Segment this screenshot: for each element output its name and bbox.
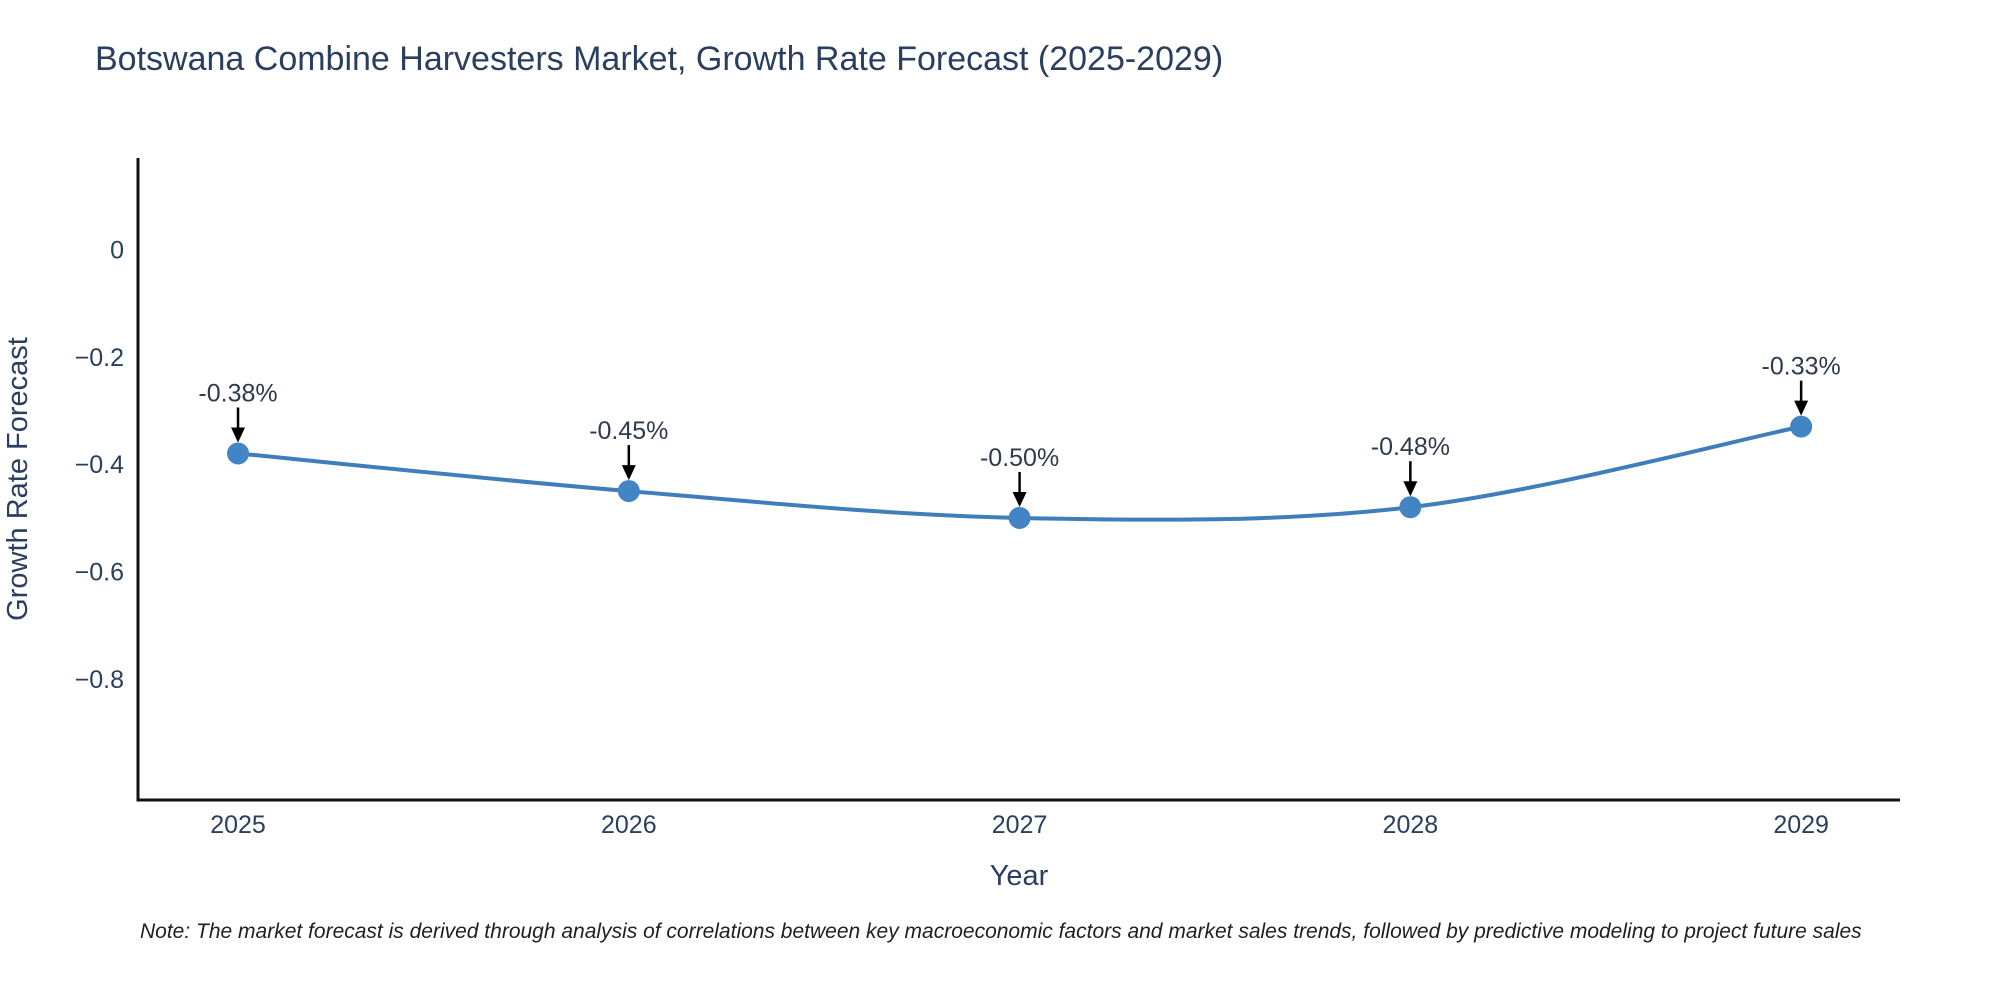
chart-title: Botswana Combine Harvesters Market, Grow… <box>95 40 1223 78</box>
data-point-label: -0.45% <box>589 417 668 445</box>
y-tick-label: −0.4 <box>75 451 124 479</box>
annotation-arrow-head <box>1403 481 1418 497</box>
data-point-marker <box>1008 506 1031 529</box>
data-point-marker <box>227 442 250 465</box>
y-tick-label: 0 <box>110 236 124 264</box>
data-point-label: -0.38% <box>198 379 277 407</box>
data-point-label: -0.50% <box>980 444 1059 472</box>
x-tick-label: 2026 <box>601 811 657 839</box>
annotation-arrow-head <box>1794 400 1809 416</box>
x-axis-title: Year <box>990 860 1049 892</box>
y-tick-label: −0.8 <box>75 666 124 694</box>
y-tick-label: −0.2 <box>75 344 124 372</box>
data-point-label: -0.33% <box>1762 353 1841 381</box>
data-point-marker <box>617 480 640 503</box>
y-tick-label: −0.6 <box>75 559 124 587</box>
y-axis-title: Growth Rate Forecast <box>2 337 34 621</box>
x-tick-label: 2025 <box>210 811 266 839</box>
annotation-arrow-head <box>621 465 636 481</box>
x-tick-label: 2027 <box>992 811 1048 839</box>
x-tick-label: 2029 <box>1773 811 1829 839</box>
data-point-marker <box>1399 496 1422 519</box>
annotation-arrow-head <box>231 427 246 443</box>
data-point-marker <box>1790 415 1813 438</box>
plot-area: 0 −0.2 −0.4 −0.6 −0.8 2025 2026 2027 2028 2029 -0.… <box>75 158 1900 839</box>
footnote: Note: The market forecast is derived thr… <box>140 920 1862 943</box>
data-point-label: -0.48% <box>1371 433 1450 461</box>
x-tick-label: 2028 <box>1383 811 1439 839</box>
annotation-arrow-head <box>1012 491 1027 507</box>
